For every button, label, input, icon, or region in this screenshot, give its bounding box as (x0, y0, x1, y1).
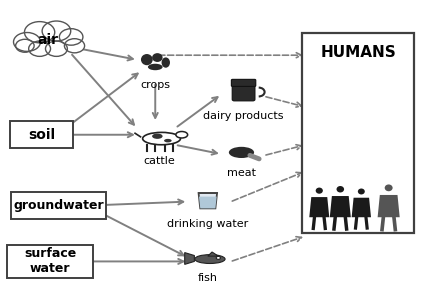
Polygon shape (198, 193, 217, 208)
Circle shape (16, 39, 34, 52)
Polygon shape (208, 252, 218, 256)
Text: cattle: cattle (143, 156, 176, 166)
Circle shape (14, 33, 41, 52)
Circle shape (42, 21, 71, 41)
Ellipse shape (141, 54, 153, 65)
Polygon shape (352, 198, 371, 217)
Polygon shape (199, 197, 217, 208)
Ellipse shape (195, 255, 225, 263)
FancyBboxPatch shape (11, 192, 106, 219)
Text: soil: soil (28, 128, 55, 142)
Text: groundwater: groundwater (13, 199, 104, 212)
Text: HUMANS: HUMANS (320, 45, 396, 60)
FancyBboxPatch shape (302, 33, 414, 234)
Circle shape (59, 29, 83, 45)
Polygon shape (378, 195, 400, 217)
Text: crops: crops (140, 80, 170, 90)
Ellipse shape (164, 139, 172, 142)
FancyBboxPatch shape (7, 245, 93, 278)
FancyBboxPatch shape (231, 79, 256, 86)
Circle shape (46, 41, 67, 56)
Text: meat: meat (227, 168, 256, 178)
Circle shape (216, 256, 220, 259)
Circle shape (64, 39, 85, 53)
Ellipse shape (316, 188, 323, 194)
Polygon shape (185, 252, 194, 264)
Ellipse shape (152, 53, 162, 62)
FancyBboxPatch shape (232, 82, 255, 101)
Polygon shape (330, 196, 351, 217)
Ellipse shape (229, 147, 254, 158)
Ellipse shape (358, 189, 365, 194)
Text: fish: fish (198, 273, 218, 283)
Ellipse shape (385, 184, 393, 191)
Ellipse shape (152, 133, 162, 139)
Ellipse shape (176, 131, 188, 138)
Text: air: air (38, 33, 58, 47)
Circle shape (25, 22, 55, 43)
FancyBboxPatch shape (10, 121, 73, 148)
Text: drinking water: drinking water (167, 219, 248, 229)
Polygon shape (309, 197, 329, 217)
Ellipse shape (162, 57, 170, 68)
Ellipse shape (143, 132, 181, 145)
Ellipse shape (148, 64, 162, 70)
Circle shape (29, 41, 50, 56)
Text: surface
water: surface water (24, 247, 76, 275)
Text: dairy products: dairy products (203, 111, 284, 121)
Ellipse shape (337, 186, 344, 192)
